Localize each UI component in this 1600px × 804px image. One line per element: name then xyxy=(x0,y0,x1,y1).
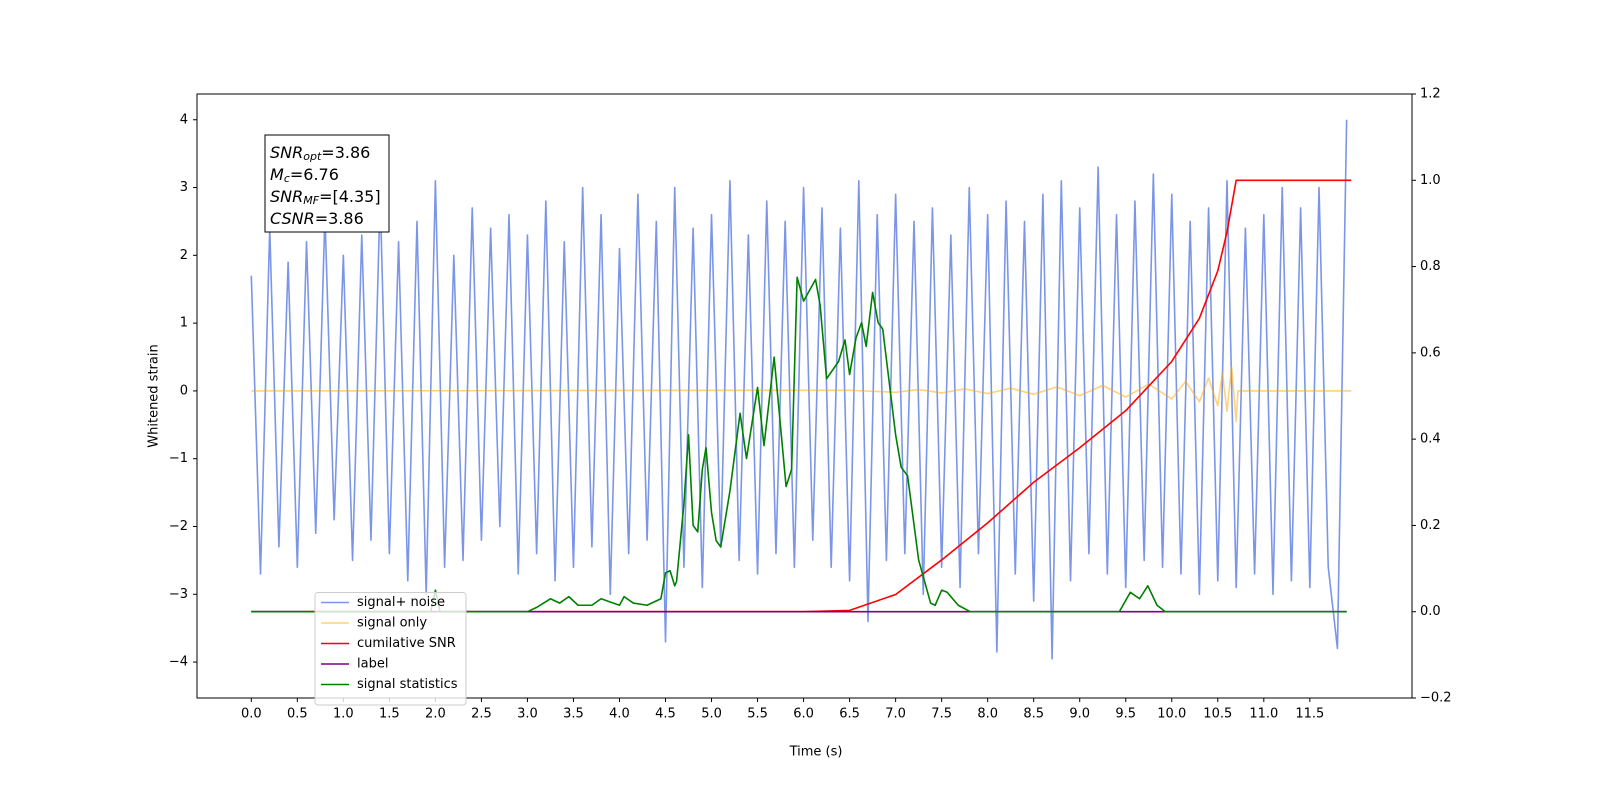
x-tick-label: 10.0 xyxy=(1157,707,1186,722)
y-tick-label: 2 xyxy=(180,248,188,263)
x-tick-label: 9.0 xyxy=(1069,707,1090,722)
y-tick-label: 1 xyxy=(180,316,188,331)
annotation-line: Mc=6.76 xyxy=(270,165,339,186)
x-tick-label: 1.0 xyxy=(333,707,354,722)
annotation-sub: c xyxy=(284,172,290,185)
annotation-main: CSNR xyxy=(270,209,315,228)
x-tick-label: 11.5 xyxy=(1295,707,1324,722)
y2-tick-label: 0.6 xyxy=(1420,345,1441,360)
annotation-line: SNRMF=[4.35] xyxy=(270,187,381,208)
x-tick-label: 7.0 xyxy=(885,707,906,722)
annotation-main: M xyxy=(270,165,284,184)
y2-tick-label: 1.0 xyxy=(1420,173,1441,188)
legend-label: signal only xyxy=(357,616,427,631)
x-tick-label: 4.5 xyxy=(655,707,676,722)
legend-label: label xyxy=(357,657,388,672)
y2-tick-label: 0.0 xyxy=(1420,604,1441,619)
annotation-sub: opt xyxy=(303,150,322,163)
y-tick-label: 3 xyxy=(180,180,188,195)
annotation-rest: =6.76 xyxy=(290,165,339,184)
series-line xyxy=(251,365,1352,423)
y2-tick-label: 0.2 xyxy=(1420,518,1441,533)
x-tick-label: 0.0 xyxy=(241,707,262,722)
y-tick-label: −4 xyxy=(169,655,188,670)
annotation-main: SNR xyxy=(270,187,303,206)
x-axis-label: Time (s) xyxy=(789,745,843,760)
y2-tick-label: 0.8 xyxy=(1420,259,1441,274)
x-tick-label: 6.0 xyxy=(793,707,814,722)
x-tick-label: 2.5 xyxy=(471,707,492,722)
x-tick-label: 7.5 xyxy=(931,707,952,722)
x-tick-label: 5.0 xyxy=(701,707,722,722)
y-tick-label: 4 xyxy=(180,112,188,127)
y2-tick-label: −0.2 xyxy=(1420,691,1452,706)
y2-tick-label: 0.4 xyxy=(1420,432,1441,447)
annotation-rest: =[4.35] xyxy=(319,187,381,206)
annotation-main: SNR xyxy=(270,143,303,162)
x-tick-label: 9.5 xyxy=(1115,707,1136,722)
annotation-line: SNRopt=3.86 xyxy=(270,143,370,164)
legend-label: cumilative SNR xyxy=(357,636,456,651)
x-tick-label: 8.5 xyxy=(1023,707,1044,722)
y-axis-label: Whitened strain xyxy=(147,344,162,447)
series-line xyxy=(250,119,1348,660)
legend-label: signal statistics xyxy=(357,677,458,692)
x-tick-label: 1.5 xyxy=(379,707,400,722)
x-tick-label: 6.5 xyxy=(839,707,860,722)
series-line xyxy=(251,179,1352,613)
annotation-rest: =3.86 xyxy=(315,209,364,228)
x-tick-label: 4.0 xyxy=(609,707,630,722)
annotation-sub: MF xyxy=(303,194,319,207)
y-tick-label: 0 xyxy=(180,383,188,398)
x-tick-label: 5.5 xyxy=(747,707,768,722)
x-tick-label: 0.5 xyxy=(287,707,308,722)
annotation-line: CSNR=3.86 xyxy=(270,209,364,228)
x-tick-label: 11.0 xyxy=(1249,707,1278,722)
y-tick-label: −1 xyxy=(169,451,188,466)
x-tick-label: 3.0 xyxy=(517,707,538,722)
y2-tick-label: 1.2 xyxy=(1420,87,1441,102)
legend-label: signal+ noise xyxy=(357,595,445,610)
series-line xyxy=(251,276,1347,613)
y-tick-label: −2 xyxy=(169,519,188,534)
x-tick-label: 2.0 xyxy=(425,707,446,722)
x-tick-label: 3.5 xyxy=(563,707,584,722)
annotation-box xyxy=(264,134,390,233)
annotation-rest: =3.86 xyxy=(321,143,370,162)
x-tick-label: 8.0 xyxy=(977,707,998,722)
y-tick-label: −3 xyxy=(169,587,188,602)
x-tick-label: 10.5 xyxy=(1203,707,1232,722)
legend-box xyxy=(314,592,467,706)
axes-frame xyxy=(196,93,1413,699)
plot-area xyxy=(250,119,1352,660)
